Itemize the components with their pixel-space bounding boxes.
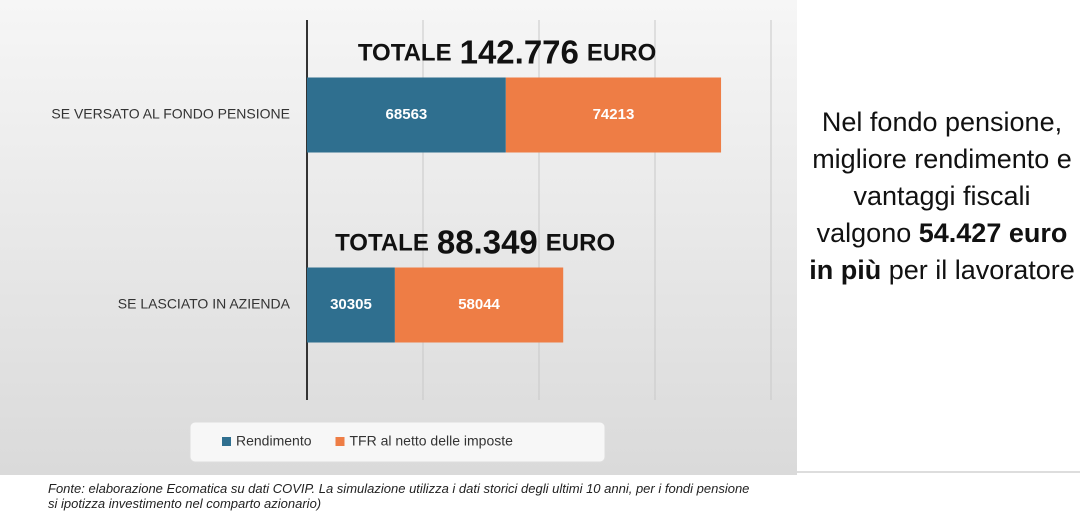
total-annotation: TOTALE 88.349 EURO [335,223,615,260]
source-note: Fonte: elaborazione Ecomatica su dati CO… [48,481,749,511]
side-note: Nel fondo pensione, migliore rendimento … [808,104,1076,289]
total-annotation: TOTALE 142.776 EURO [358,33,656,70]
legend-label: TFR al netto delle imposte [350,433,514,449]
bar-segment [307,77,506,153]
bar-segment [394,267,564,343]
bar-segment [505,77,722,153]
total-amount: 88.349 [437,223,538,260]
chart: SE VERSATO AL FONDO PENSIONE 68563 74213 TO… [0,0,1080,475]
total-amount: 142.776 [460,33,579,70]
data-label: 30305 [330,296,372,313]
bar-segment [307,267,395,343]
total-label: TOTALE [358,40,452,67]
side-text: Nel fondo pensione, migliore rendimento … [812,107,1072,248]
total-unit: EURO [587,40,656,67]
legend-swatch [222,437,231,446]
legend-box [189,421,606,463]
source-line: si ipotizza investimento nel comparto az… [48,496,322,511]
side-highlight: 54.427 euro in più [809,218,1068,285]
side-text: per il lavoratore [881,255,1075,285]
category-label: SE VERSATO AL FONDO PENSIONE [51,106,290,122]
legend-swatch [335,437,345,446]
total-unit: EURO [546,230,615,257]
source-line: Fonte: elaborazione Ecomatica su dati CO… [48,481,750,496]
total-label: TOTALE [335,230,429,257]
category-label: SE LASCIATO IN AZIENDA [118,296,291,312]
legend-label: Rendimento [236,433,312,449]
data-label: 74213 [593,106,635,123]
data-label: 68563 [386,106,428,123]
data-label: 58044 [458,296,500,313]
